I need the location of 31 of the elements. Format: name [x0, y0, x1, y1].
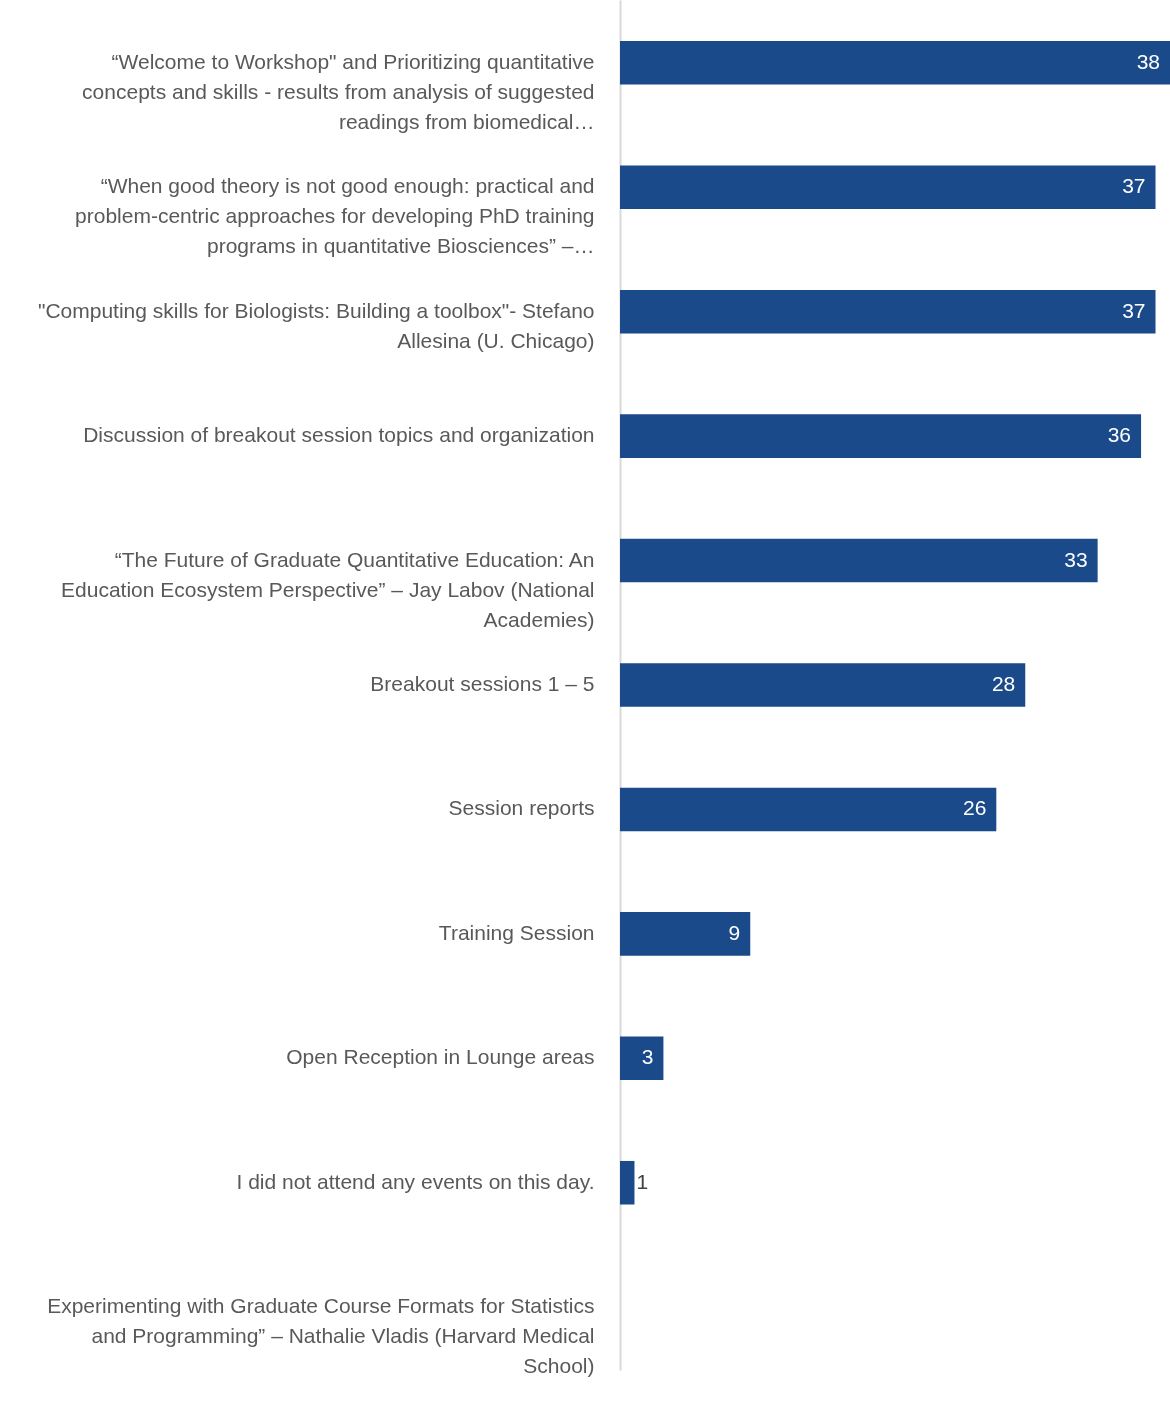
data-label: 1 — [636, 1169, 649, 1193]
y-tick-label: Discussion of breakout session topics and organization — [83, 423, 595, 447]
y-tick-label: "Computing skills for Biologists: Building a toolbox"- Stefano Allesina (U. Chicago) — [37, 298, 595, 352]
data-label: 38 — [1136, 49, 1160, 73]
y-tick-label: I did not attend any events on this day. — [236, 1169, 595, 1193]
bar — [620, 289, 1156, 334]
bar — [620, 41, 1170, 85]
data-label: 3 — [641, 1045, 654, 1069]
y-tick-label: Experimenting with Graduate Course Formats for Statistics and Programming” – Nathalie Vladis (Harvard Medical School) — [47, 1294, 595, 1378]
y-tick-label: Training Session — [438, 920, 595, 944]
bar — [620, 414, 1142, 458]
bar — [620, 912, 751, 956]
data-label: 9 — [728, 920, 741, 944]
y-tick-label: “The Future of Graduate Quantitative Education: An Education Ecosystem Perspective” – Jay Labov (National Academies) — [61, 547, 595, 631]
y-tick-label: Breakout sessions 1 – 5 — [370, 672, 595, 695]
bar — [620, 663, 1026, 707]
bar — [620, 538, 1098, 583]
bar — [620, 165, 1156, 210]
data-label: 37 — [1122, 298, 1146, 322]
y-tick-label: “Welcome to Workshop" and Prioritizing quantitative concepts and skills - results from analysis of suggested readings from biomedical… — [82, 49, 595, 133]
data-label: 26 — [962, 796, 987, 820]
bar — [620, 1036, 664, 1081]
data-label: 37 — [1122, 174, 1146, 198]
data-label: 28 — [991, 672, 1016, 695]
y-tick-label: Open Reception in Lounge areas — [286, 1045, 595, 1069]
data-label: 33 — [1064, 547, 1088, 571]
bar — [620, 787, 997, 832]
y-tick-label: Session reports — [448, 796, 595, 820]
data-label: 36 — [1107, 423, 1132, 447]
y-tick-label: “When good theory is not good enough: practical and problem-centric approaches for developing PhD training programs in quantitative Biosciences” –… — [75, 174, 595, 258]
bar — [620, 1160, 635, 1205]
